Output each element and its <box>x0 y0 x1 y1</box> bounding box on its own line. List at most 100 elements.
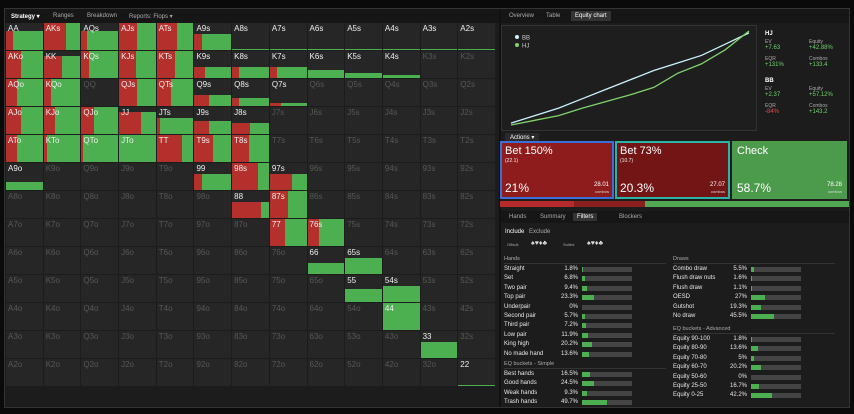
hand-cell[interactable]: 82s <box>458 191 495 218</box>
hand-cell[interactable]: A7s <box>269 23 307 50</box>
filter-row-name[interactable]: Trash hands <box>504 399 538 406</box>
hand-cell[interactable]: 99 <box>194 163 232 190</box>
hand-cell[interactable]: 98o <box>194 191 232 218</box>
filter-row-name[interactable]: Equity 50-60 <box>673 373 707 380</box>
hand-cell[interactable]: J4o <box>119 303 156 330</box>
hand-cell[interactable]: J6s <box>307 107 345 134</box>
hand-cell[interactable]: A3o <box>6 331 43 358</box>
filter-tab[interactable]: Filters <box>573 213 598 221</box>
toolbar-tab[interactable]: Ranges <box>53 13 74 19</box>
hand-cell[interactable]: A5o <box>6 275 43 302</box>
filter-row-name[interactable]: Top pair <box>504 294 526 301</box>
filter-row-name[interactable]: No draw <box>673 313 696 319</box>
hand-cell[interactable]: K7o <box>43 219 81 246</box>
hand-cell[interactable]: J8o <box>119 191 156 218</box>
filter-row-name[interactable]: OESD <box>673 294 691 301</box>
hand-cell[interactable]: K8s <box>232 51 269 78</box>
hand-cell[interactable]: Q2s <box>458 79 495 106</box>
action-box[interactable]: Bet 150% (22.1) 21% 28.01 combos <box>500 141 614 199</box>
filter-row-name[interactable]: Set <box>504 275 514 282</box>
hand-cell[interactable]: A3s <box>420 23 458 50</box>
hand-cell[interactable]: K9o <box>43 163 81 190</box>
hand-cell[interactable]: 65o <box>307 275 345 302</box>
filter-row-name[interactable]: Low pair <box>504 331 527 338</box>
action-box[interactable]: Check 58.7% 78.28 combos <box>732 141 847 199</box>
filter-row-name[interactable]: Third pair <box>504 322 530 329</box>
hand-cell[interactable]: 72o <box>269 359 307 386</box>
filter-row-name[interactable]: Straight <box>504 266 525 272</box>
hand-cell[interactable]: J6o <box>119 247 156 274</box>
hand-cell[interactable]: 33 <box>420 331 458 358</box>
filter-row-name[interactable]: Equity 80-90 <box>673 345 707 352</box>
hand-cell[interactable]: 63s <box>420 247 458 274</box>
hand-cell[interactable]: T7o <box>156 219 194 246</box>
hand-cell[interactable]: 54o <box>345 303 382 330</box>
hand-cell[interactable]: K3s <box>420 51 458 78</box>
hand-cell[interactable]: JTo <box>119 135 156 162</box>
hand-cell[interactable]: T6s <box>307 135 345 162</box>
hand-cell[interactable]: J7o <box>119 219 156 246</box>
hand-cell[interactable]: K2s <box>458 51 495 78</box>
hand-cell[interactable]: 84s <box>382 191 420 218</box>
hand-cell[interactable]: 63o <box>307 331 345 358</box>
filter-row-name[interactable]: Equity 25-50 <box>673 383 707 389</box>
hand-cell[interactable]: 64o <box>307 303 345 330</box>
hand-cell[interactable]: 82o <box>232 359 269 386</box>
hand-cell[interactable]: Q9o <box>81 163 119 190</box>
hand-cell[interactable]: J9s <box>194 107 232 134</box>
hand-cell[interactable]: 55 <box>345 275 382 302</box>
toolbar-tab[interactable]: Breakdown <box>87 13 118 19</box>
hand-cell[interactable]: K5s <box>345 51 382 78</box>
hand-cell[interactable]: 72s <box>458 219 495 246</box>
filter-row-name[interactable]: Gutshot <box>673 303 695 310</box>
hand-cell[interactable]: Q3o <box>81 331 119 358</box>
hand-cell[interactable]: T9o <box>156 163 194 190</box>
toolbar-tab[interactable]: Reports: Flops <box>129 13 173 20</box>
hand-cell[interactable]: 96o <box>194 247 232 274</box>
right-tab[interactable]: Equity chart <box>571 11 611 21</box>
filter-row-name[interactable]: Underpair <box>504 303 531 310</box>
hand-cell[interactable]: 86s <box>307 191 345 218</box>
hand-cell[interactable]: 32o <box>420 359 458 386</box>
hand-cell[interactable]: 87o <box>232 219 269 246</box>
hand-cell[interactable]: 22 <box>458 359 495 386</box>
hand-cell[interactable]: K4s <box>382 51 420 78</box>
hand-cell[interactable]: J3s <box>420 107 458 134</box>
hand-cell[interactable]: A6s <box>307 23 345 50</box>
include-tab[interactable]: Include <box>505 229 525 235</box>
hand-cell[interactable]: Q5o <box>81 275 119 302</box>
hand-cell[interactable]: QJo <box>81 107 119 134</box>
hand-cell[interactable]: T4s <box>382 135 420 162</box>
hand-cell[interactable]: 83o <box>232 331 269 358</box>
hand-cell[interactable]: KJo <box>43 107 81 134</box>
hand-cell[interactable]: 92o <box>194 359 232 386</box>
filter-row-name[interactable]: Flush draw <box>673 284 703 291</box>
hand-cell[interactable]: 87s <box>269 191 307 218</box>
hand-cell[interactable]: J4s <box>382 107 420 134</box>
hand-cell[interactable]: 95o <box>194 275 232 302</box>
hand-cell[interactable]: Q5s <box>345 79 382 106</box>
hand-cell[interactable]: T8o <box>156 191 194 218</box>
hand-cell[interactable]: 66 <box>307 247 345 274</box>
hand-cell[interactable]: K6s <box>307 51 345 78</box>
hand-cell[interactable]: 65s <box>345 247 382 274</box>
hand-cell[interactable]: J5s <box>345 107 382 134</box>
hand-cell[interactable]: 88 <box>232 191 269 218</box>
right-tab[interactable]: Table <box>546 13 561 19</box>
hand-cell[interactable]: Q8o <box>81 191 119 218</box>
hand-cell[interactable]: 54s <box>382 275 420 302</box>
hand-cell[interactable]: A2s <box>458 23 495 50</box>
filter-row-name[interactable]: King high <box>504 341 530 348</box>
hand-cell[interactable]: 53o <box>345 331 382 358</box>
hand-cell[interactable]: K8o <box>43 191 81 218</box>
hand-cell[interactable]: 74o <box>269 303 307 330</box>
filter-row-name[interactable]: Weak hands <box>504 389 538 396</box>
hand-cell[interactable]: J5o <box>119 275 156 302</box>
filter-tab[interactable]: Hands <box>509 214 527 220</box>
hand-cell[interactable]: 42s <box>458 303 495 330</box>
hand-cell[interactable]: 62o <box>307 359 345 386</box>
hand-cell[interactable]: 73o <box>269 331 307 358</box>
hand-cell[interactable]: J2o <box>119 359 156 386</box>
filter-row-name[interactable]: Best hands <box>504 371 535 377</box>
hand-cell[interactable]: J7s <box>269 107 307 134</box>
